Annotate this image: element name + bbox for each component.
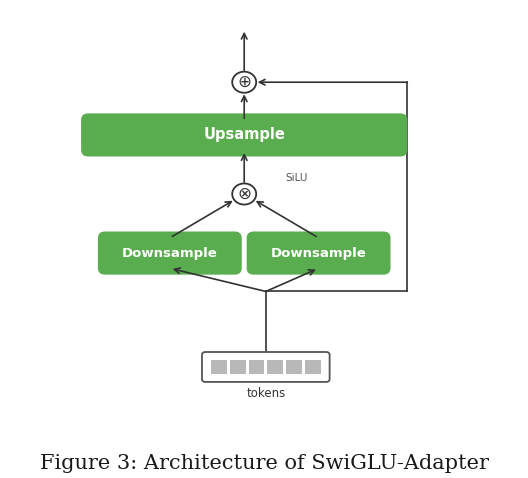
Text: tokens: tokens <box>246 387 286 400</box>
Text: Figure 3: Architecture of SwiGLU-Adapter: Figure 3: Architecture of SwiGLU-Adapter <box>40 454 488 473</box>
FancyBboxPatch shape <box>202 352 329 382</box>
FancyBboxPatch shape <box>99 232 241 274</box>
FancyBboxPatch shape <box>82 114 407 156</box>
Text: Downsample: Downsample <box>271 247 366 260</box>
Circle shape <box>232 184 256 205</box>
FancyBboxPatch shape <box>211 360 227 374</box>
FancyBboxPatch shape <box>286 360 302 374</box>
Text: $\otimes$: $\otimes$ <box>237 185 251 203</box>
FancyBboxPatch shape <box>305 360 320 374</box>
FancyBboxPatch shape <box>230 360 246 374</box>
Text: Upsample: Upsample <box>203 128 285 142</box>
Circle shape <box>232 72 256 93</box>
FancyBboxPatch shape <box>249 360 265 374</box>
Text: $\oplus$: $\oplus$ <box>237 73 251 91</box>
Text: Downsample: Downsample <box>122 247 218 260</box>
Text: SiLU: SiLU <box>285 174 307 184</box>
FancyBboxPatch shape <box>267 360 283 374</box>
FancyBboxPatch shape <box>248 232 390 274</box>
